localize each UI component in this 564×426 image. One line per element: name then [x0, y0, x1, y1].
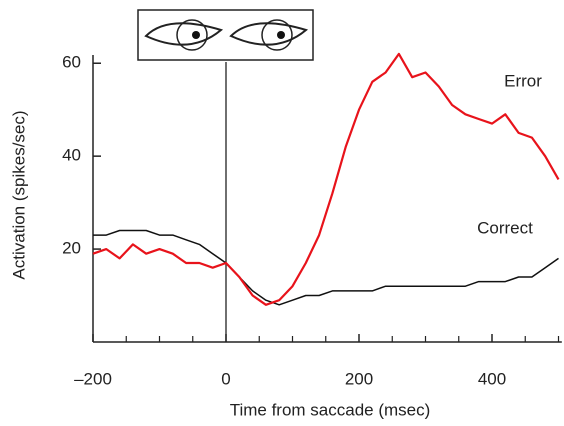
series-line [93, 229, 559, 306]
y-tick-label: 40 [62, 146, 81, 165]
y-tick-label: 60 [62, 53, 81, 72]
y-tick-label: 20 [62, 239, 81, 258]
x-tick-label: 400 [478, 369, 506, 388]
x-axis-title: Time from saccade (msec) [230, 400, 431, 419]
y-axis-title: Activation (spikes/sec) [9, 110, 28, 279]
x-tick-label: 0 [221, 369, 230, 388]
x-tick-label: –200 [74, 369, 112, 388]
series-line [92, 52, 560, 306]
x-tick-label: 200 [345, 369, 373, 388]
series-label: Error [504, 71, 542, 90]
eye-icon [137, 9, 314, 61]
series-label: Correct [477, 218, 533, 237]
